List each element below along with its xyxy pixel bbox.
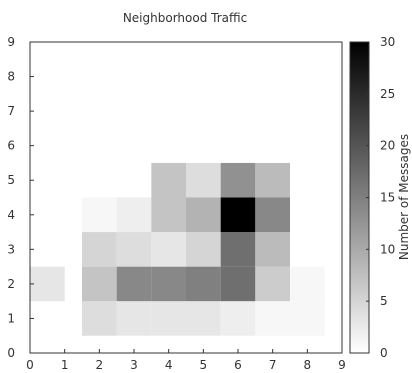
heatmap-cell: [151, 162, 186, 198]
heatmap-cell: [151, 301, 186, 336]
x-axis: 0 1 2 3 4 5 6 7 8 9: [26, 349, 346, 372]
heatmap-cell: [290, 266, 325, 302]
heatmap-cell: [220, 301, 256, 336]
colorbar-tick-label: 25: [380, 87, 395, 101]
y-tick-label: 4: [7, 208, 15, 222]
heatmap-cell: [255, 301, 290, 336]
heatmap-cell: [220, 162, 256, 198]
y-axis: 0 1 2 3 4 5 6 7 8 9: [7, 35, 34, 360]
heatmap-cell: [186, 162, 221, 198]
heatmap-cell: [82, 197, 117, 233]
x-tick-label: 0: [26, 358, 34, 372]
heatmap-cell: [290, 301, 325, 336]
x-tick-label: 6: [234, 358, 242, 372]
heatmap-cell: [151, 232, 186, 267]
colorbar-tick-label: 0: [380, 346, 388, 360]
x-tick-label: 1: [61, 358, 69, 372]
heatmap-cell: [186, 197, 221, 233]
heatmap-cell: [220, 197, 256, 233]
colorbar-tick-label: 10: [380, 242, 395, 256]
x-tick-label: 8: [304, 358, 312, 372]
y-tick-label: 1: [7, 311, 15, 325]
heatmap-cell: [220, 232, 256, 267]
heatmap-cell: [116, 197, 152, 233]
heatmap-cell: [255, 266, 290, 302]
heatmap-cell: [151, 197, 186, 233]
heatmap-cell: [151, 266, 186, 302]
heatmap-cell: [186, 301, 221, 336]
heatmap-cell: [116, 232, 152, 267]
plot-frame: [29, 41, 343, 354]
heatmap-cells: [30, 162, 325, 336]
heatmap-cell: [255, 162, 290, 198]
y-tick-label: 8: [7, 70, 15, 84]
heatmap-cell: [255, 232, 290, 267]
heatmap-cell: [186, 266, 221, 302]
x-tick-label: 9: [338, 358, 346, 372]
heatmap-cell: [116, 301, 152, 336]
colorbar-label: Number of Messages: [397, 134, 411, 260]
x-tick-label: 3: [130, 358, 138, 372]
heatmap-cell: [255, 197, 290, 233]
x-tick-label: 5: [200, 358, 208, 372]
heatmap-cell: [82, 232, 117, 267]
heatmap-cell: [47, 301, 82, 336]
heatmap-cell: [220, 266, 256, 302]
x-tick-label: 2: [96, 358, 104, 372]
colorbar-tick-label: 15: [380, 191, 395, 205]
y-tick-label: 6: [7, 139, 15, 153]
heatmap-cell: [186, 232, 221, 267]
colorbar-tick-label: 20: [380, 139, 395, 153]
x-tick-label: 7: [269, 358, 277, 372]
y-tick-label: 5: [7, 173, 15, 187]
heatmap-cell: [82, 301, 117, 336]
colorbar-tick-label: 5: [380, 294, 388, 308]
heatmap-cell: [116, 266, 152, 302]
heatmap-cell: [82, 266, 117, 302]
y-tick-label: 2: [7, 277, 15, 291]
y-tick-label: 9: [7, 35, 15, 49]
y-tick-label: 3: [7, 242, 15, 256]
chart-title: Neighborhood Traffic: [123, 11, 247, 25]
y-tick-label: 7: [7, 104, 15, 118]
colorbar-tick-label: 30: [380, 35, 395, 49]
colorbar-ticks: 0 5 10 15 20 25 30: [366, 35, 395, 360]
heatmap-cell: [30, 266, 65, 302]
y-tick-label: 0: [7, 346, 15, 360]
x-tick-label: 4: [165, 358, 173, 372]
